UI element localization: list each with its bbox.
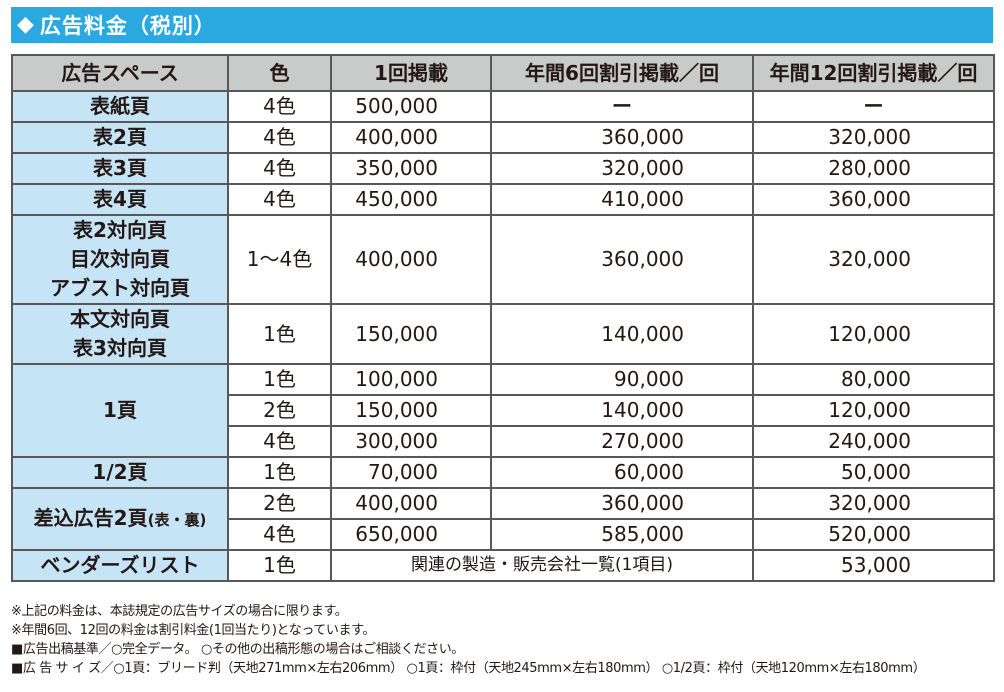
color-cell: 1色	[227, 456, 332, 489]
header-color: 色	[227, 54, 332, 92]
table-row: 4色 650,000 585,000 520,000	[12, 518, 995, 551]
space-cell: 表紙頁	[11, 90, 229, 123]
rate-table: 広告スペース 色 1回掲載 年間6回割引掲載／回 年間12回割引掲載／回 表紙頁…	[11, 54, 995, 582]
space-cell: 差込広告2頁(表・裏)	[11, 487, 229, 551]
price-6times: 320,000	[490, 152, 754, 185]
price-once: 450,000	[330, 183, 492, 216]
table-row: 表2頁 4色 400,000 360,000 320,000	[11, 121, 995, 154]
price-12times: 120,000	[752, 394, 995, 427]
price-6times: 90,000	[490, 363, 754, 396]
space-line: アブスト対向頁	[50, 276, 190, 300]
color-cell: 4色	[227, 425, 332, 458]
price-12times: 320,000	[752, 487, 995, 520]
space-line: 本文対向頁	[70, 307, 170, 331]
page-title: 広告料金（税別）	[39, 14, 216, 38]
table-row: 1/2頁 1色 70,000 60,000 50,000	[11, 456, 995, 489]
color-cell: 1〜4色	[227, 214, 332, 305]
price-6times: 360,000	[490, 214, 754, 305]
price-once: 400,000	[330, 121, 492, 154]
space-line: 目次対向頁	[70, 247, 170, 271]
space-cell: ベンダーズリスト	[11, 549, 229, 582]
header-12times: 年間12回割引掲載／回	[752, 54, 995, 92]
space-label: 差込広告2頁	[33, 505, 148, 530]
price-once: 500,000	[330, 90, 492, 123]
space-cell: 表3頁	[11, 152, 229, 185]
price-12times: 320,000	[752, 214, 995, 305]
table-row: 表2対向頁 目次対向頁 アブスト対向頁 1〜4色 400,000 360,000…	[11, 214, 995, 305]
table-row: 本文対向頁 表3対向頁 1色 150,000 140,000 120,000	[11, 303, 995, 365]
table-row: 表3頁 4色 350,000 320,000 280,000	[11, 152, 995, 185]
note-line: ■広 告 サ イ ズ／○1頁：ブリード判（天地271mm×左右206mm） ○1…	[11, 661, 926, 676]
table-row: 4色 300,000 270,000 240,000	[12, 425, 995, 458]
price-12times: 50,000	[752, 456, 995, 489]
price-once: 150,000	[330, 303, 492, 365]
header-once: 1回掲載	[330, 54, 492, 92]
space-cell: 表2頁	[11, 121, 229, 154]
color-cell: 4色	[227, 518, 332, 551]
note-line: ■広告出稿基準／○完全データ。 ○その他の出稿形態の場合はご相談ください。	[11, 642, 464, 657]
color-cell: 2色	[227, 394, 332, 427]
table-row: 2色 150,000 140,000 120,000	[12, 394, 995, 427]
color-cell: 4色	[227, 90, 332, 123]
table-row: 表紙頁 4色 500,000 ー ー	[11, 90, 995, 123]
price-6times: ー	[490, 90, 754, 123]
price-6times: 360,000	[490, 121, 754, 154]
vendor-description: 関連の製造・販売会社一覧(1項目)	[330, 549, 754, 582]
price-6times: 585,000	[490, 518, 754, 551]
price-12times: 240,000	[752, 425, 995, 458]
color-cell: 4色	[227, 152, 332, 185]
table-row: 1頁 1色 100,000 90,000 80,000	[11, 363, 995, 458]
color-cell: 4色	[227, 121, 332, 154]
space-cell: 本文対向頁 表3対向頁	[11, 303, 229, 365]
color-cell: 4色	[227, 183, 332, 216]
price-once: 70,000	[330, 456, 492, 489]
space-line: 表2対向頁	[73, 218, 167, 242]
color-cell: 1色	[227, 363, 332, 396]
space-line: 表3対向頁	[73, 336, 167, 360]
space-label-note: (表・裏)	[147, 510, 207, 529]
price-12times: 320,000	[752, 121, 995, 154]
price-6times: 270,000	[490, 425, 754, 458]
color-cell: 1色	[227, 549, 332, 582]
price-once: 400,000	[330, 214, 492, 305]
space-cell: 表4頁	[11, 183, 229, 216]
price-12times: 520,000	[752, 518, 995, 551]
price-6times: 410,000	[490, 183, 754, 216]
diamond-icon: ◆	[17, 12, 34, 37]
space-cell: 表2対向頁 目次対向頁 アブスト対向頁	[11, 214, 229, 305]
price-6times: 140,000	[490, 303, 754, 365]
space-cell: 1頁	[11, 363, 229, 458]
space-cell: 1/2頁	[11, 456, 229, 489]
header-space: 広告スペース	[11, 54, 229, 92]
price-12times: ー	[752, 90, 995, 123]
price-once: 300,000	[330, 425, 492, 458]
price-6times: 60,000	[490, 456, 754, 489]
price-12times: 280,000	[752, 152, 995, 185]
table-row: 差込広告2頁(表・裏) 2色 400,000 360,000 320,000	[11, 487, 995, 551]
price-6times: 140,000	[490, 394, 754, 427]
price-once: 100,000	[330, 363, 492, 396]
price-once: 400,000	[330, 487, 492, 520]
header-6times: 年間6回割引掲載／回	[490, 54, 754, 92]
title-bar: ◆ 広告料金（税別）	[11, 7, 993, 43]
color-cell: 2色	[227, 487, 332, 520]
price-once: 350,000	[330, 152, 492, 185]
table-header-row: 広告スペース 色 1回掲載 年間6回割引掲載／回 年間12回割引掲載／回	[11, 54, 995, 92]
price-12times: 120,000	[752, 303, 995, 365]
table-row: ベンダーズリスト 1色 関連の製造・販売会社一覧(1項目) 53,000	[11, 549, 995, 582]
price-12times: 360,000	[752, 183, 995, 216]
notes: ※上記の料金は、本誌規定の広告サイズの場合に限ります。 ※年間6回、12回の料金…	[11, 602, 1001, 678]
color-cell: 1色	[227, 303, 332, 365]
table-row: 表4頁 4色 450,000 410,000 360,000	[11, 183, 995, 216]
note-line: ※年間6回、12回の料金は割引料金(1回当たり)となっています。	[11, 623, 375, 638]
price-6times: 360,000	[490, 487, 754, 520]
price-12times: 53,000	[752, 549, 995, 582]
price-12times: 80,000	[752, 363, 995, 396]
price-once: 650,000	[330, 518, 492, 551]
price-once: 150,000	[330, 394, 492, 427]
note-line: ※上記の料金は、本誌規定の広告サイズの場合に限ります。	[11, 604, 348, 619]
